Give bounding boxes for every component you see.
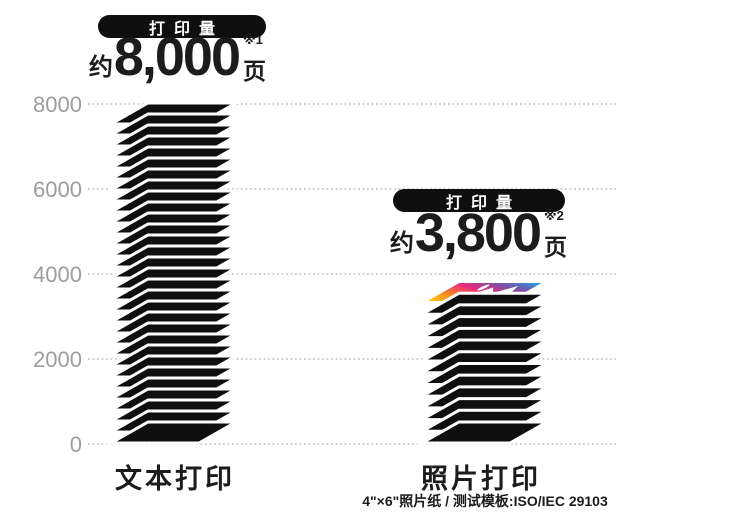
badge-label: 打印量 xyxy=(148,20,224,38)
approx-prefix: 约 xyxy=(88,54,113,81)
footnote-mark-2: ※2 xyxy=(544,208,564,223)
paper-stack-photo-print xyxy=(416,280,553,445)
yield-number: 3,800 xyxy=(414,203,542,264)
y-axis-tick-label-8000: 8000 xyxy=(33,92,82,117)
photo-print-test-conditions: 4"×6"照片纸 / 测试模板:ISO/IEC 29103 xyxy=(362,493,608,509)
unit-column: ※2 页 xyxy=(544,209,567,259)
category-label-photo-print: 照片打印 xyxy=(421,464,541,494)
y-axis-tick-label-2000: 2000 xyxy=(33,347,82,372)
y-axis-tick-label-6000: 6000 xyxy=(33,177,82,202)
footnote-mark-1: ※1 xyxy=(243,32,263,47)
print-volume-badge-text: 打印量 xyxy=(98,15,266,38)
y-axis-tick-label-0: 0 xyxy=(69,432,82,457)
paper-stack-text-print xyxy=(105,101,242,445)
pages-unit: 页 xyxy=(243,58,266,84)
yield-number: 8,000 xyxy=(113,27,241,88)
y-axis-tick-label-4000: 4000 xyxy=(33,262,82,287)
print-volume-badge-photo: 打印量 xyxy=(393,189,565,212)
paper-sheet xyxy=(105,420,242,445)
pages-unit: 页 xyxy=(544,234,567,260)
paper-sheet xyxy=(416,420,553,445)
category-label-text-print: 文本打印 xyxy=(115,464,235,494)
text-print-yield-value: 约 8,000 ※1 页 xyxy=(88,27,266,88)
unit-column: ※1 页 xyxy=(243,33,266,83)
photo-print-yield-value: 约 3,800 ※2 页 xyxy=(389,203,567,264)
approx-prefix: 约 xyxy=(389,230,414,257)
badge-label: 打印量 xyxy=(445,194,521,212)
